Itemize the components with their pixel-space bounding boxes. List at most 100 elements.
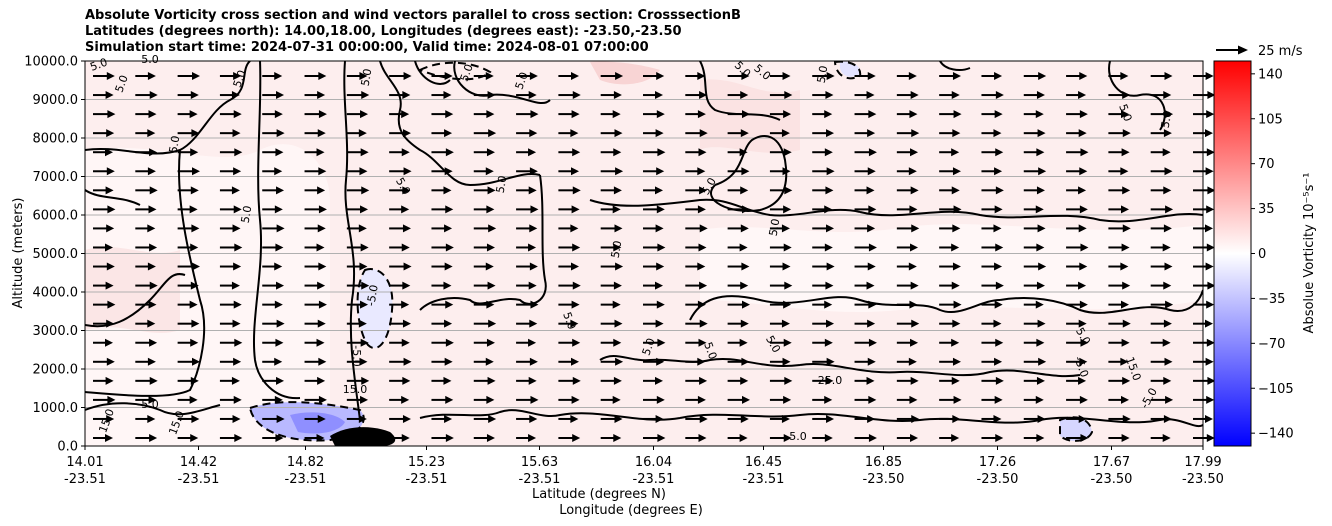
wind-vector xyxy=(727,281,749,290)
wind-vector xyxy=(1108,414,1131,423)
wind-vector xyxy=(600,262,624,271)
wind-vector xyxy=(1193,205,1215,214)
x-tick-label-lon: -23.51 xyxy=(633,472,675,487)
gridlines xyxy=(85,99,1203,408)
wind-vector xyxy=(346,205,369,214)
wind-vector xyxy=(854,224,876,233)
wind-vector xyxy=(896,357,917,366)
wind-vector xyxy=(854,319,876,328)
wind-vector xyxy=(1108,338,1130,347)
wind-vector xyxy=(1193,281,1216,290)
wind-vector xyxy=(896,110,918,119)
x-tick-label-lon: -23.51 xyxy=(64,472,106,487)
colorbar-tick-label: −140 xyxy=(1258,427,1294,442)
wind-vector xyxy=(600,148,622,157)
wind-vector xyxy=(516,72,538,80)
wind-vector xyxy=(219,72,242,80)
wind-vector xyxy=(219,376,240,385)
wind-vector xyxy=(600,167,624,176)
chart-title: Absolute Vorticity cross section and win… xyxy=(85,8,741,56)
wind-vector xyxy=(1066,262,1088,271)
contour-label: 5.0 xyxy=(767,218,783,237)
wind-vector xyxy=(1150,167,1173,176)
wind-vector xyxy=(346,129,367,138)
x-tick-label-lon: -23.51 xyxy=(743,472,785,487)
wind-vector xyxy=(304,414,326,423)
wind-vector xyxy=(473,434,495,442)
wind-vector xyxy=(812,148,833,157)
wind-vector xyxy=(346,395,369,404)
wind-vector xyxy=(473,129,497,138)
wind-vector xyxy=(854,281,875,290)
wind-vector xyxy=(685,376,708,385)
wind-vector xyxy=(177,148,199,157)
wind-vector xyxy=(643,148,666,157)
y-tick-label: 6000.0 xyxy=(33,209,79,224)
wind-vector xyxy=(600,224,623,233)
wind-vector xyxy=(896,224,920,233)
wind-vector xyxy=(93,357,115,366)
wind-vector xyxy=(1066,91,1087,100)
wind-vector xyxy=(558,262,579,271)
wind-vector xyxy=(1150,395,1174,404)
wind-vector xyxy=(812,186,834,195)
wind-vector xyxy=(177,129,200,138)
wind-vector xyxy=(981,262,1003,271)
wind-vector xyxy=(854,243,877,252)
wind-vector xyxy=(262,395,283,404)
wind-vector xyxy=(346,72,368,80)
colorbar-tick-label: −70 xyxy=(1258,337,1285,352)
wind-vector xyxy=(558,129,579,138)
wind-vector-layer xyxy=(93,72,1216,442)
wind-vector xyxy=(1023,205,1044,214)
wind-vector xyxy=(558,110,580,119)
wind-vector xyxy=(727,91,749,100)
wind-vector xyxy=(1108,110,1129,119)
wind-vector xyxy=(769,262,791,271)
wind-vector xyxy=(1108,319,1131,328)
contour-lines xyxy=(85,61,1203,428)
wind-vector xyxy=(1023,434,1045,442)
y-tick-label: 9000.0 xyxy=(33,93,79,108)
wind-vector xyxy=(854,91,875,100)
wind-vector xyxy=(1108,395,1129,404)
wind-vector xyxy=(473,338,495,347)
wind-vector xyxy=(896,205,918,214)
y-tick-label: 2000.0 xyxy=(33,363,79,378)
wind-vector xyxy=(558,72,579,80)
wind-vector xyxy=(600,414,623,423)
x-tick-label-lon: -23.51 xyxy=(285,472,327,487)
wind-vector xyxy=(812,129,835,138)
wind-vector xyxy=(685,434,707,442)
x-tick-label-lat: 14.82 xyxy=(287,455,324,470)
wind-vector xyxy=(93,300,116,309)
wind-vector xyxy=(431,414,453,423)
wind-vector xyxy=(219,110,242,119)
y-tick-label: 0.0 xyxy=(57,440,78,455)
wind-vector xyxy=(1150,205,1174,214)
wind-vector xyxy=(558,338,581,347)
wind-vector xyxy=(135,129,156,138)
wind-vector xyxy=(643,395,665,404)
wind-vector xyxy=(431,434,454,442)
wind-vector xyxy=(727,129,749,138)
wind-vector xyxy=(262,110,283,119)
wind-vector xyxy=(1108,243,1130,252)
wind-vector xyxy=(1193,167,1214,176)
wind-vector xyxy=(600,376,622,385)
wind-vector xyxy=(939,319,961,328)
x-axis-label-longitude: Longitude (degrees E) xyxy=(559,503,703,518)
wind-vector xyxy=(473,357,494,366)
wind-vector xyxy=(177,91,199,100)
wind-vector xyxy=(177,167,201,176)
wind-vector xyxy=(93,129,115,138)
wind-vector xyxy=(177,262,201,271)
wind-vector xyxy=(262,414,285,423)
wind-vector xyxy=(177,376,199,385)
wind-vector xyxy=(685,262,706,271)
wind-vector xyxy=(389,186,411,195)
wind-vector xyxy=(1193,319,1213,328)
wind-vector xyxy=(431,338,454,347)
colorbar-tick-label: −105 xyxy=(1258,382,1294,397)
contour-label: 5.0 xyxy=(789,430,807,443)
